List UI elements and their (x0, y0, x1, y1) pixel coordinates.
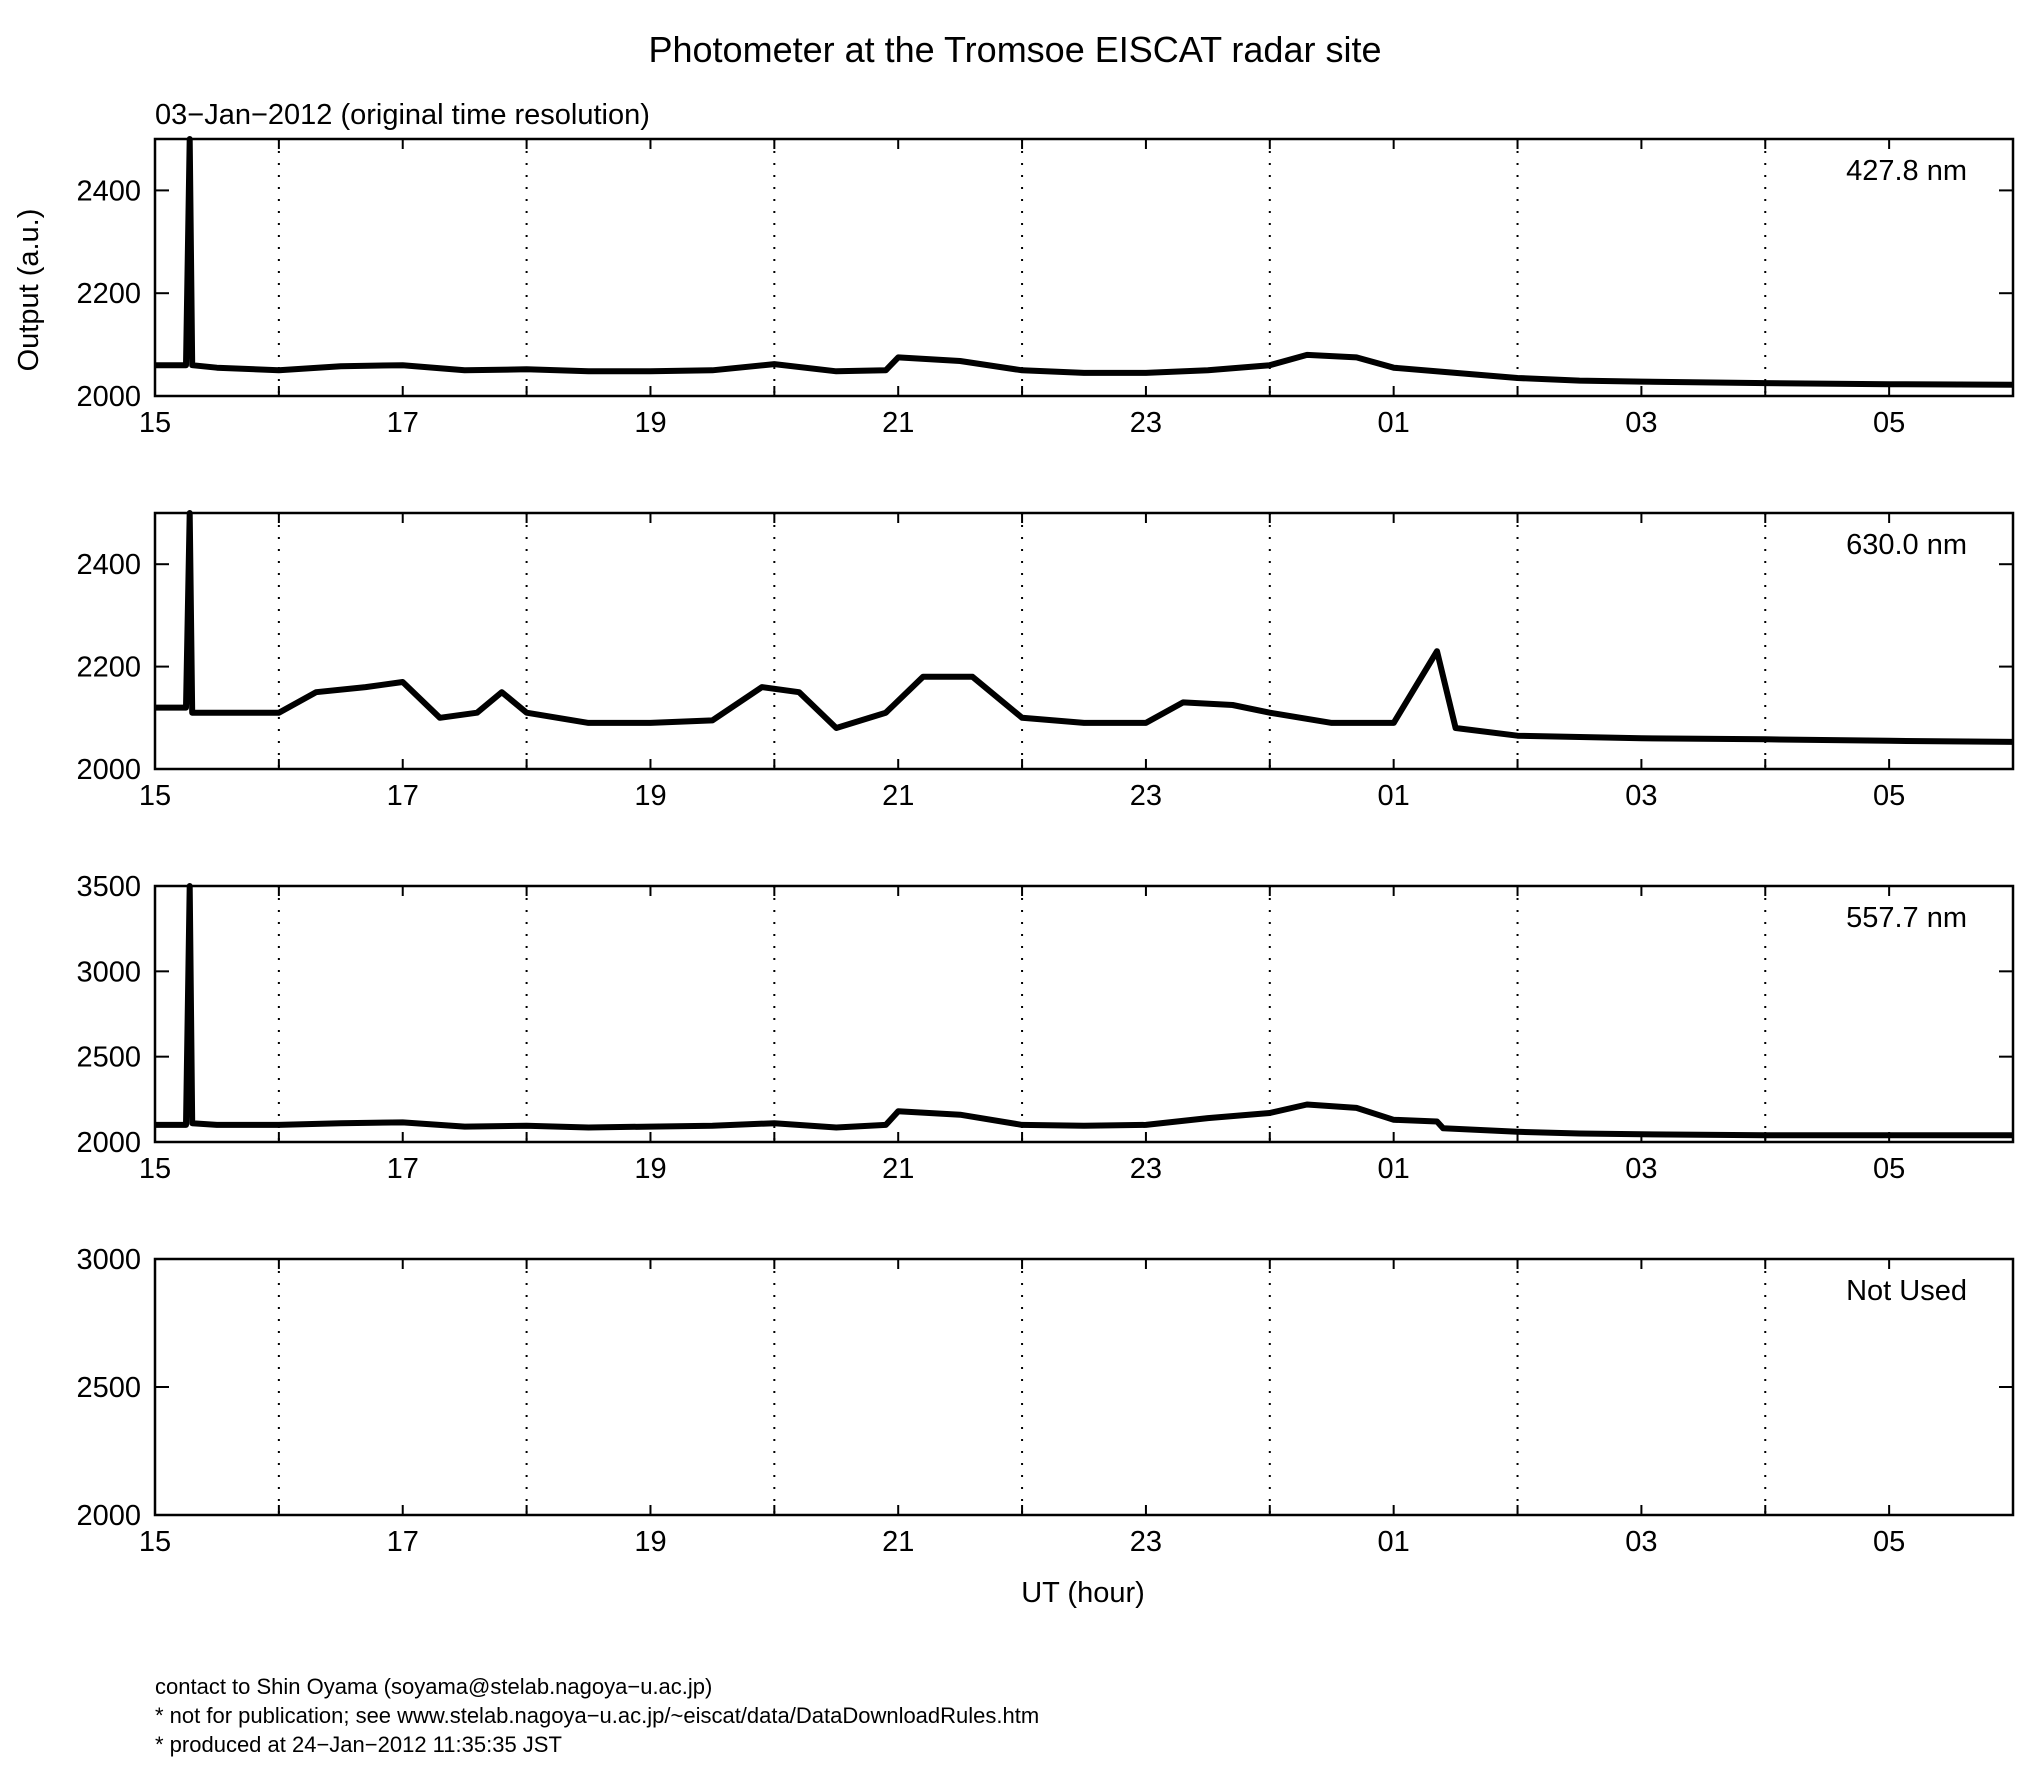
y-tick-label: 2000 (76, 754, 141, 786)
x-tick-label: 01 (1378, 780, 1410, 812)
panel-label: 630.0 nm (1846, 529, 1967, 561)
x-tick-label: 15 (139, 1153, 171, 1185)
x-tick-label: 05 (1873, 1526, 1905, 1558)
y-tick-label: 2500 (76, 1042, 141, 1074)
x-tick-label: 21 (882, 407, 914, 439)
footer-contact: contact to Shin Oyama (soyama@stelab.nag… (155, 1674, 713, 1699)
y-tick-label: 2200 (76, 652, 141, 684)
x-tick-label: 19 (634, 407, 666, 439)
y-tick-label: 2500 (76, 1372, 141, 1404)
footer-produced: * produced at 24−Jan−2012 11:35:35 JST (155, 1732, 562, 1757)
x-tick-label: 17 (387, 1153, 419, 1185)
x-tick-label: 03 (1625, 780, 1657, 812)
footer-notice: * not for publication; see www.stelab.na… (155, 1703, 1040, 1728)
figure-title: Photometer at the Tromsoe EISCAT radar s… (649, 29, 1382, 70)
y-tick-label: 2200 (76, 278, 141, 310)
x-tick-label: 01 (1378, 1153, 1410, 1185)
y-tick-label: 3500 (76, 871, 141, 903)
x-tick-label: 23 (1130, 780, 1162, 812)
panel-label: 557.7 nm (1846, 902, 1967, 934)
x-axis-label: UT (hour) (1021, 1577, 1145, 1609)
x-tick-label: 15 (139, 780, 171, 812)
x-tick-label: 21 (882, 1153, 914, 1185)
y-tick-label: 2400 (76, 175, 141, 207)
x-tick-label: 05 (1873, 1153, 1905, 1185)
x-tick-label: 17 (387, 1526, 419, 1558)
y-axis-label: Output (a.u.) (13, 209, 45, 372)
series-line (155, 510, 2014, 745)
panel-label: Not Used (1846, 1275, 1967, 1307)
x-tick-label: 19 (634, 1526, 666, 1558)
axes-frame (153, 1257, 2015, 1517)
x-tick-label: 21 (882, 780, 914, 812)
series-line (155, 136, 2014, 388)
x-tick-label: 21 (882, 1526, 914, 1558)
y-tick-label: 2000 (76, 1127, 141, 1159)
panel-label: 427.8 nm (1846, 155, 1967, 187)
x-tick-label: 03 (1625, 1153, 1657, 1185)
series-line (155, 883, 2013, 1139)
x-tick-label: 19 (634, 1153, 666, 1185)
x-tick-label: 15 (139, 407, 171, 439)
panels-group: 15 17 19 21 23 01 03 05 2000 2200 2400 427.8 nm 15 17… (76, 136, 2015, 1558)
x-tick-label: 17 (387, 407, 419, 439)
axes-frame (153, 137, 2015, 398)
x-tick-label: 23 (1130, 407, 1162, 439)
x-tick-label: 03 (1625, 407, 1657, 439)
x-tick-label: 03 (1625, 1526, 1657, 1558)
y-tick-label: 2400 (76, 549, 141, 581)
axes-frame (153, 511, 2015, 771)
x-tick-label: 01 (1378, 407, 1410, 439)
x-tick-label: 15 (139, 1526, 171, 1558)
footer-notes: contact to Shin Oyama (soyama@stelab.nag… (155, 1672, 1039, 1759)
x-tick-label: 05 (1873, 780, 1905, 812)
y-tick-label: 3000 (76, 1244, 141, 1276)
y-tick-label: 2000 (76, 1500, 141, 1532)
y-tick-label: 3000 (76, 956, 141, 988)
x-tick-label: 17 (387, 780, 419, 812)
y-tick-label: 2000 (76, 381, 141, 413)
x-tick-label: 01 (1378, 1526, 1410, 1558)
axes-frame (153, 884, 2015, 1144)
x-tick-label: 19 (634, 780, 666, 812)
x-tick-label: 05 (1873, 407, 1905, 439)
x-tick-label: 23 (1130, 1526, 1162, 1558)
x-tick-label: 23 (1130, 1153, 1162, 1185)
figure-subtitle: 03−Jan−2012 (original time resolution) (155, 99, 650, 131)
